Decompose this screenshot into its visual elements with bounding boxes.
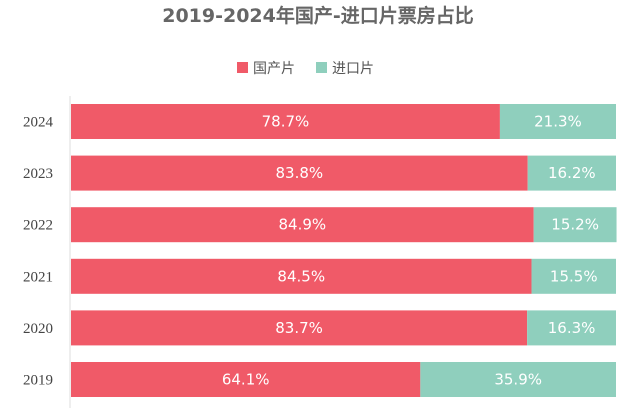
data-label: 78.7% bbox=[262, 113, 310, 131]
legend-swatch-imported bbox=[316, 62, 327, 73]
data-label: 21.3% bbox=[534, 113, 582, 131]
data-label: 16.3% bbox=[548, 319, 596, 337]
plot-area: 2024 78.7% 21.3% 2023 83.8% 16.2% 2022 84.9% 15.… bbox=[23, 104, 617, 397]
chart-title: 2019-2024年国产-进口片票房占比 bbox=[162, 4, 474, 27]
data-label: 64.1% bbox=[222, 371, 270, 389]
data-label: 84.5% bbox=[277, 267, 325, 285]
y-tick-label: 2020 bbox=[23, 321, 53, 337]
data-label: 83.7% bbox=[275, 319, 323, 337]
legend-label-imported: 进口片 bbox=[332, 61, 374, 77]
data-label: 35.9% bbox=[494, 371, 542, 389]
bar-segment-domestic bbox=[71, 104, 500, 139]
legend: 国产片 进口片 bbox=[237, 61, 374, 77]
legend-item-domestic[interactable]: 国产片 bbox=[237, 61, 295, 77]
y-tick-label: 2022 bbox=[23, 218, 53, 234]
bar-segment-imported bbox=[527, 155, 616, 191]
bar-segment-domestic bbox=[71, 207, 534, 243]
bar-segment-domestic bbox=[71, 310, 528, 346]
bar-segment-domestic bbox=[71, 362, 421, 397]
data-label: 15.2% bbox=[551, 216, 599, 234]
bar-segment-imported bbox=[533, 207, 617, 243]
bar-segment-domestic bbox=[71, 258, 532, 294]
y-tick-label: 2019 bbox=[23, 373, 53, 389]
y-tick-label: 2021 bbox=[23, 269, 53, 285]
legend-label-domestic: 国产片 bbox=[253, 61, 295, 77]
legend-item-imported[interactable]: 进口片 bbox=[316, 61, 374, 77]
data-label: 84.9% bbox=[279, 216, 327, 234]
bar-segment-imported bbox=[531, 258, 616, 294]
bar-segment-imported bbox=[527, 310, 616, 346]
bar-segment-imported bbox=[499, 104, 616, 139]
legend-swatch-domestic bbox=[237, 62, 248, 73]
bar-segment-imported bbox=[420, 362, 616, 397]
data-label: 16.2% bbox=[548, 164, 596, 182]
bar-segment-domestic bbox=[71, 155, 528, 191]
data-label: 83.8% bbox=[276, 164, 324, 182]
data-label: 15.5% bbox=[550, 267, 598, 285]
y-tick-label: 2023 bbox=[23, 166, 53, 182]
y-tick-label: 2024 bbox=[23, 115, 54, 131]
